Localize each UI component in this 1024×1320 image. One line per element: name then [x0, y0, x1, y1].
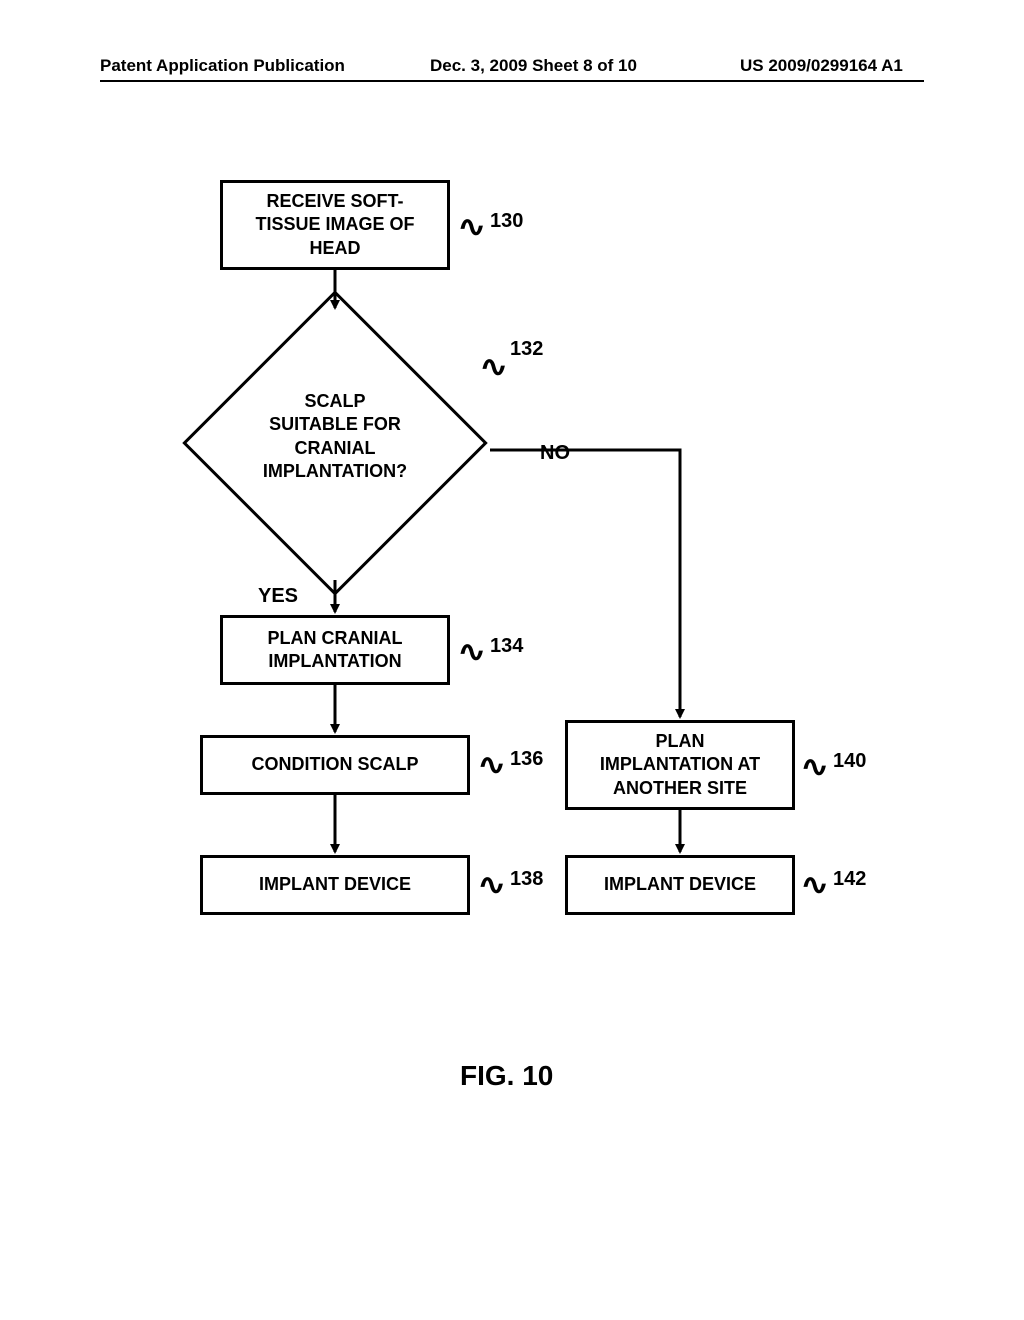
ref-130: 130: [490, 210, 523, 233]
ref-134: 134: [490, 635, 523, 658]
page-header: Patent Application Publication Dec. 3, 2…: [0, 56, 1024, 86]
ref-136: 136: [510, 748, 543, 771]
node-implant-device-left: IMPLANT DEVICE: [200, 855, 470, 915]
node-label: PLANIMPLANTATION ATANOTHER SITE: [600, 730, 760, 800]
edge-label-no: NO: [540, 442, 570, 465]
header-center: Dec. 3, 2009 Sheet 8 of 10: [430, 56, 637, 76]
node-label: PLAN CRANIALIMPLANTATION: [268, 627, 403, 674]
node-plan-cranial: PLAN CRANIALIMPLANTATION: [220, 615, 450, 685]
ref-140: 140: [833, 750, 866, 773]
ref-138: 138: [510, 868, 543, 891]
node-label: RECEIVE SOFT-TISSUE IMAGE OFHEAD: [255, 190, 414, 260]
header-right: US 2009/0299164 A1: [740, 56, 903, 76]
ref-connector-icon: ∿: [458, 210, 486, 243]
ref-132: 132: [510, 338, 543, 361]
node-label: IMPLANT DEVICE: [259, 873, 411, 896]
node-label: IMPLANT DEVICE: [604, 873, 756, 896]
page: Patent Application Publication Dec. 3, 2…: [0, 0, 1024, 1320]
ref-connector-icon: ∿: [478, 868, 506, 901]
node-receive-image: RECEIVE SOFT-TISSUE IMAGE OFHEAD: [220, 180, 450, 270]
node-implant-device-right: IMPLANT DEVICE: [565, 855, 795, 915]
ref-connector-icon: ∿: [458, 635, 486, 668]
node-plan-other-site: PLANIMPLANTATION ATANOTHER SITE: [565, 720, 795, 810]
header-left: Patent Application Publication: [100, 56, 345, 76]
ref-connector-icon: ∿: [480, 350, 508, 383]
flowchart-edges: [0, 180, 1024, 1080]
node-condition-scalp: CONDITION SCALP: [200, 735, 470, 795]
ref-connector-icon: ∿: [801, 868, 829, 901]
ref-connector-icon: ∿: [801, 750, 829, 783]
header-rule: [100, 80, 924, 82]
flowchart: RECEIVE SOFT-TISSUE IMAGE OFHEAD ∿ 130 S…: [0, 180, 1024, 1080]
figure-caption: FIG. 10: [460, 1060, 553, 1092]
node-label: CONDITION SCALP: [251, 753, 418, 776]
ref-connector-icon: ∿: [478, 748, 506, 781]
edge-label-yes: YES: [258, 585, 298, 608]
ref-142: 142: [833, 868, 866, 891]
